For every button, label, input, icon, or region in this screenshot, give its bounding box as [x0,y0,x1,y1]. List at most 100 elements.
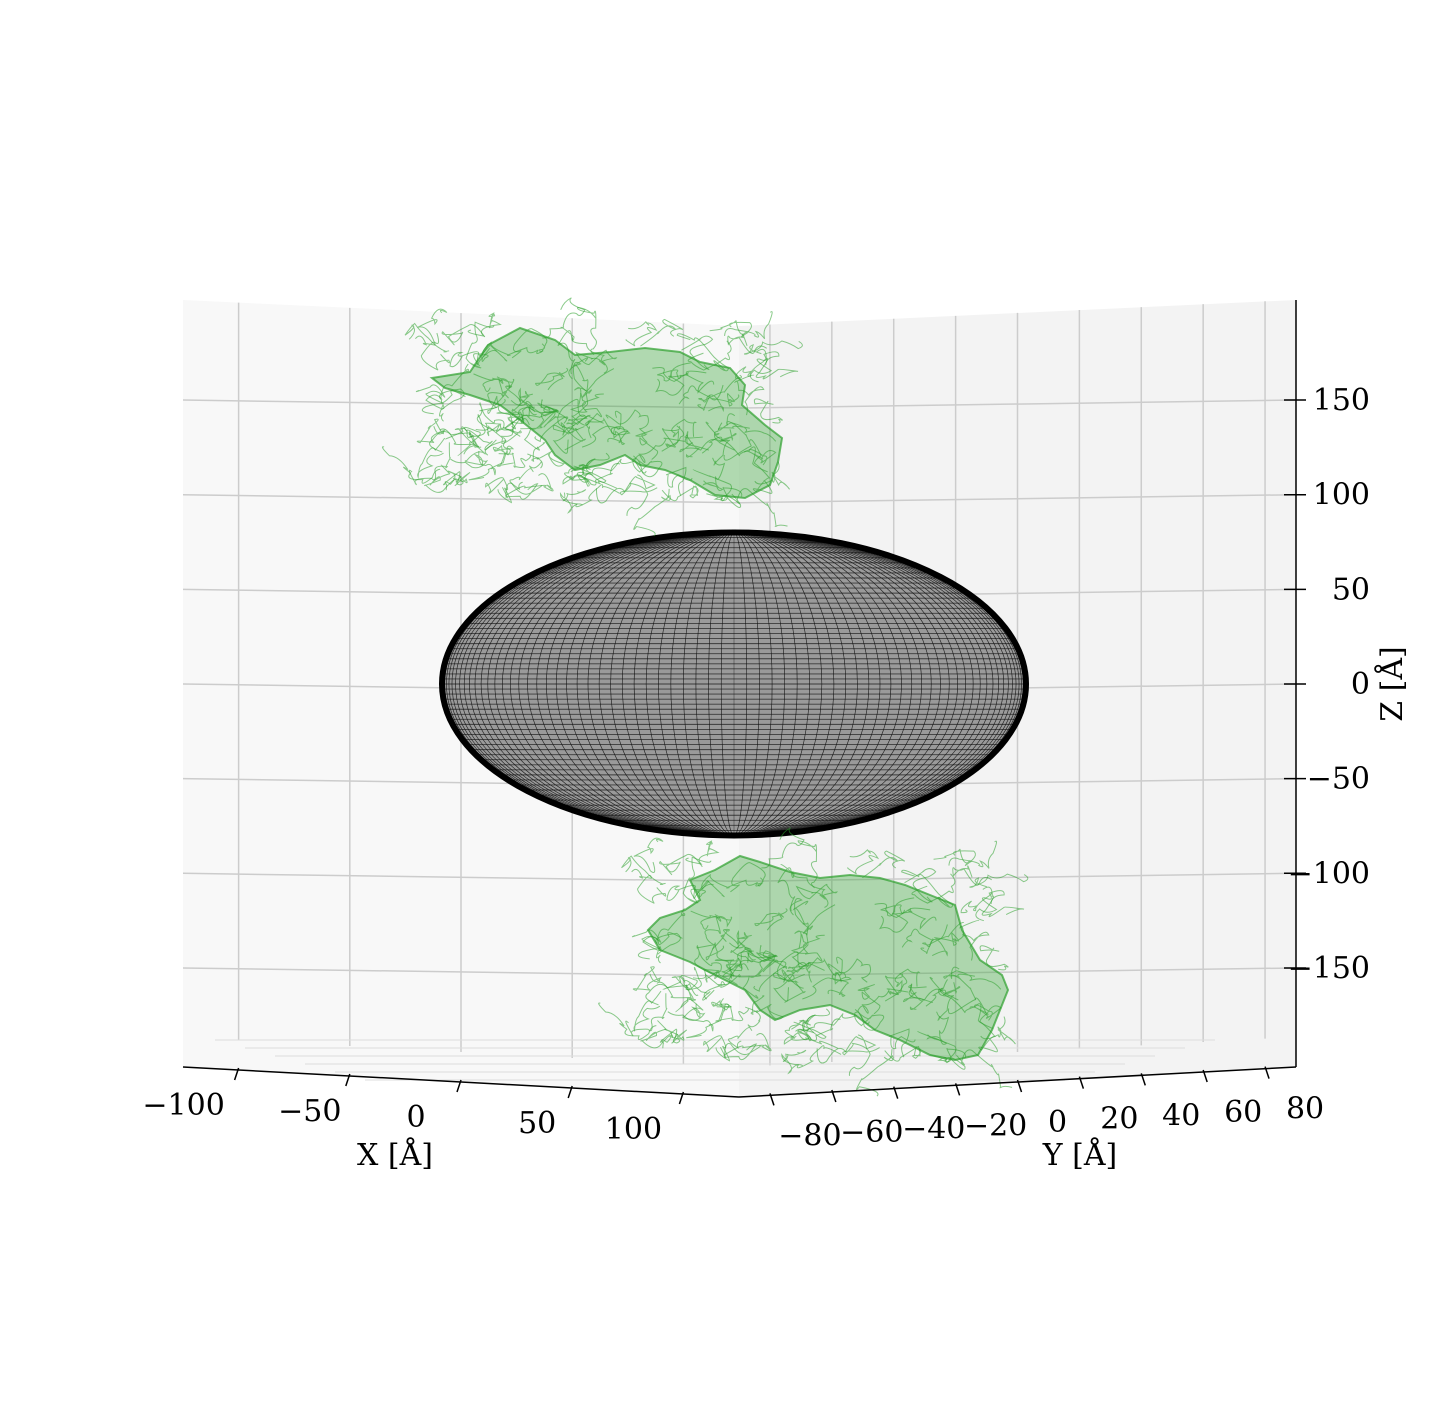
surface-mesh-strand [980,1016,1016,1045]
surface-mesh-strand [444,426,497,451]
surface-mesh-strand [960,892,993,914]
surface-mesh-strand [574,349,618,374]
surface-mesh-strand [674,997,714,1032]
y-tick [831,1089,837,1103]
y-tick-label: −60 [840,1115,903,1150]
surface-mesh-strand [659,1028,688,1044]
surface-mesh-strand [457,441,496,476]
x-tick [567,1085,573,1099]
surface-mesh-strand [854,1009,885,1031]
x-tick-label: −100 [142,1088,224,1123]
y-axis-title: Y [Å] [1042,1137,1117,1173]
surface-mesh-strand [424,464,457,493]
surface-mesh-strand [719,1032,772,1058]
surface-mesh-strand [804,952,823,983]
surface-mesh-strand [531,442,565,467]
surface-mesh-strand [874,903,937,930]
surface-mesh-strand [703,950,754,1000]
surface-mesh-strand [884,968,921,1002]
surface-mesh-strand [792,900,809,949]
surface-mesh-strand [884,1045,922,1062]
surface-mesh-strand [487,395,525,424]
surface-mesh-strand [552,424,585,454]
surface-mesh-strand [562,475,618,489]
surface-mesh-strand [979,945,1009,971]
x-tick-label: 0 [406,1100,425,1135]
surface-mesh-strand [408,442,451,486]
surface-mesh-strand [573,458,636,487]
surface-mesh-strand [744,340,803,355]
surface-mesh-strand [939,979,994,1030]
y-tick-label: 60 [1224,1095,1262,1130]
surface-mesh-strand [476,402,505,431]
surface-mesh-strand [416,418,446,444]
y-tick [1140,1073,1146,1086]
surface-mesh-strand [714,959,743,977]
surface-mesh-strand [749,439,773,494]
y-tick-label: 40 [1162,1098,1200,1133]
surface-mesh-strand [449,350,498,368]
surface-mesh-strand [485,477,512,504]
surface-mesh-strand [777,864,796,912]
surface-mesh-strand [802,977,849,1000]
z-tick-label: 50 [1332,572,1370,607]
surface-mesh-strand [571,337,606,366]
x-tick-label: 100 [605,1112,662,1147]
surface-mesh-strand [415,335,451,371]
surface-mesh-strand [581,425,629,448]
surface-mesh-strand [465,321,495,369]
surface-mesh-strand [773,972,805,1002]
surface-mesh-strand [889,1028,916,1058]
z-tick-label: 150 [1313,383,1370,418]
surface-mesh-strand [701,873,763,890]
surface-mesh-strand [569,392,604,413]
surface-mesh-strand [429,414,486,453]
surface-mesh-strand [642,932,683,964]
surface-mesh-strand [505,482,543,500]
surface-mesh-strand [473,373,504,412]
surface-mesh-strand [728,1020,761,1050]
surface-mesh-strand [694,945,722,974]
surface-mesh-strand [797,840,818,889]
surface-mesh-strand [981,886,1025,918]
surface-mesh-strand [827,958,872,983]
surface-mesh-strand [731,488,788,527]
surface-mesh-strand [381,446,441,484]
surface-mesh-strand [468,440,515,481]
surface-mesh-strand [956,1049,1013,1089]
surface-mesh-strand [856,1049,894,1097]
surface-mesh-strand [577,463,621,486]
surface-mesh-strand [711,928,739,950]
surface-mesh-strand [534,367,569,391]
surface-mesh-strand [762,950,787,973]
surface-mesh-strand [701,428,737,454]
surface-mesh-strand [698,377,741,413]
surface-mesh-strand [709,320,752,338]
surface-mesh-strand [716,1005,761,1022]
surface-mesh-strand [662,976,715,1001]
surface-mesh-strand [640,318,683,347]
surface-mesh-strand [425,390,466,422]
surface-mesh-strand [685,840,720,865]
surface-mesh-strand [703,1035,730,1062]
surface-mesh-strand [520,411,556,451]
surface-mesh-strand [903,984,959,1003]
surface-mesh-strand [482,376,515,392]
surface-mesh-strand [667,1003,706,1021]
surface-mesh-strand [789,898,836,934]
surface-mesh-strand [496,412,525,430]
molecular-surface-top [381,297,803,537]
z-tick-label: −50 [1307,762,1370,797]
surface-mesh-strand [847,849,880,875]
surface-mesh-strand [678,385,711,411]
surface-mesh-strand [439,363,469,411]
surface-mesh-strand [969,873,1029,888]
surface-mesh-strand [661,485,699,502]
surface-mesh-strand [681,335,714,371]
surface-mesh-strand [441,324,486,346]
surface-mesh-strand [542,297,586,339]
surface-mesh-strand [754,908,788,931]
surface-mesh-strand [566,414,591,427]
surface-mesh-strand [634,437,686,474]
